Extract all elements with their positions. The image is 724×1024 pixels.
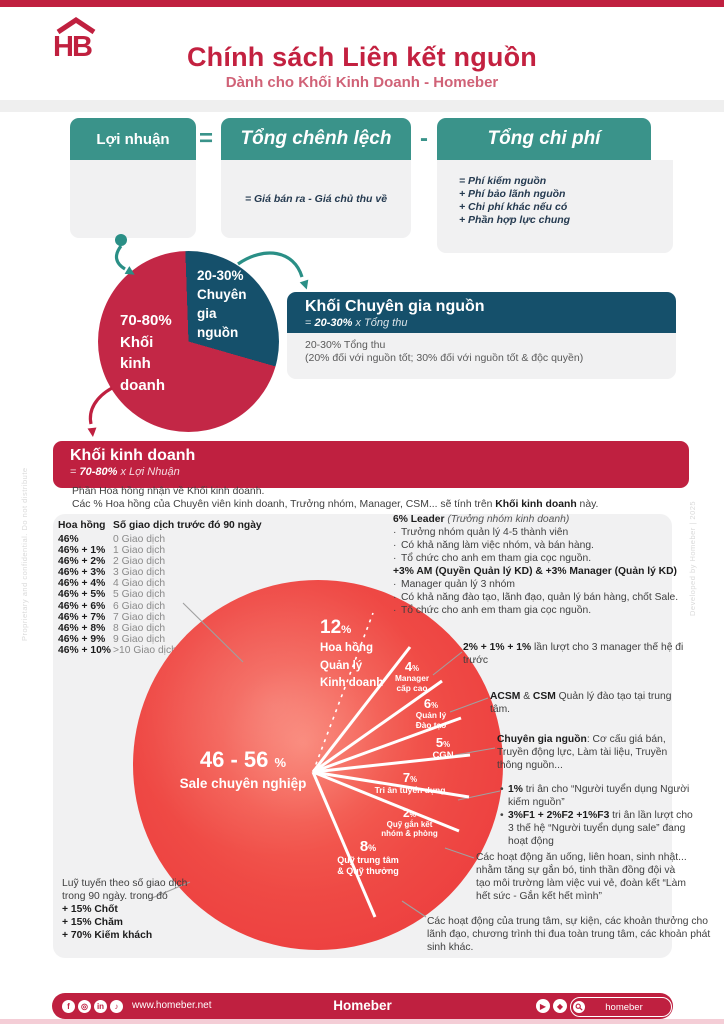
bottom-accent-strip xyxy=(0,1019,724,1024)
expert-box-formula: = 20-30% x Tổng thu xyxy=(305,317,408,329)
search-icon xyxy=(573,1001,585,1013)
tiktok-icon[interactable]: ♪ xyxy=(110,999,123,1013)
page-subtitle: Dành cho Khối Kinh Doanh - Homeber xyxy=(225,74,499,91)
facebook-icon[interactable]: f xyxy=(62,999,75,1013)
expert-box-body: 20-30% Tổng thu (20% đối với nguồn tốt; … xyxy=(287,333,676,379)
slice-label-main: 46 - 56 % Sale chuyên nghiệp xyxy=(179,747,307,791)
managers3-note-block: 2% + 1% + 1% lần lượt cho 3 manager thế … xyxy=(463,642,684,666)
expert-body-line1: 20-30% Tổng thu xyxy=(305,339,386,351)
website-url[interactable]: www.homeber.net xyxy=(132,1000,212,1011)
app-icon-2[interactable]: ◆ xyxy=(553,999,567,1013)
acsm-note-block: ACSM & CSM Quản lý đào tạo tại trung tâm… xyxy=(490,691,672,715)
bonding-note-block: Các hoạt động ăn uống, liên hoan, sinh n… xyxy=(476,852,687,902)
diff-formula-text: = Giá bán ra - Giá chủ thu về xyxy=(244,192,388,205)
footer-bar: f ◎ in ♪ www.homeber.net Homeber ▶ ◆ hom… xyxy=(52,993,673,1019)
arrow-pie-to-business-section xyxy=(88,386,113,425)
pie-expert-label: 20-30% Chuyên gia nguồn xyxy=(197,268,247,340)
col-header-commission: Hoa hồng xyxy=(58,520,106,531)
pie-business-label: 70-80% Khối kinh doanh xyxy=(120,312,172,394)
header-divider-band xyxy=(0,100,724,112)
slice-label-2: 2% Quỹ gắn kết nhóm & phòng xyxy=(381,806,438,838)
arrow-profit-to-pie xyxy=(114,245,126,271)
confidential-side-note: Proprietary and confidential. Do not dis… xyxy=(20,467,29,641)
table-row: 46% + 9% 9 Giao dịch xyxy=(58,633,166,645)
table-row: 46% + 6% 6 Giao dịch xyxy=(58,600,166,612)
profit-split-pie-chart xyxy=(98,251,279,432)
cost-box-body: = Phí kiếm nguồn + Phí bảo lãnh nguồn + … xyxy=(437,160,673,253)
business-desc-line1: Phần Hoa hồng nhận về Khối kinh doanh. xyxy=(72,486,265,497)
profit-box-header: Lợi nhuận xyxy=(70,118,196,160)
cost-box-header: Tổng chi phí xyxy=(437,118,651,160)
logo-text: HB xyxy=(53,31,92,62)
table-row: 46% 0 Giao dịch xyxy=(58,534,166,545)
minus-operator: - xyxy=(420,125,428,152)
recruiter-note-block: • 1% tri ân cho “Người tuyển dụng Người k… xyxy=(500,784,693,847)
page-title: Chính sách Liên kết nguồn xyxy=(186,42,537,72)
table-row: 46% + 7% 7 Giao dịch xyxy=(58,611,166,623)
cost-line: + Phần hợp lực chung xyxy=(459,214,571,226)
expert-body-line2: (20% đối với nguồn tốt; 30% đối với nguồ… xyxy=(305,352,584,364)
diff-box-header: Tổng chênh lệch xyxy=(221,118,411,160)
slice-label-8: 8% Quỹ trung tâm & Quỹ thưởng xyxy=(337,838,399,876)
col-header-deals: Số giao dịch trước đó 90 ngày xyxy=(113,520,262,531)
homeber-logo: HB xyxy=(53,16,96,62)
commission-table: Hoa hồng Số giao dịch trước đó 90 ngày 4… xyxy=(58,520,268,656)
table-row: 46% + 2% 2 Giao dịch xyxy=(58,556,166,568)
slice-label-6: 6% Quản lý Đào tạo xyxy=(415,696,447,730)
linkedin-icon[interactable]: in xyxy=(94,999,107,1013)
equals-operator: = xyxy=(199,125,214,152)
business-description: Phần Hoa hồng nhận về Khối kinh doanh. C… xyxy=(72,485,672,511)
table-header-row: Hoa hồng Số giao dịch trước đó 90 ngày xyxy=(58,520,268,531)
credit-side-note: Developed by Homeber | 2025 xyxy=(688,500,697,616)
slice-label-4: 4% Manager cấp cao xyxy=(394,659,430,693)
arrowhead-icon xyxy=(299,279,309,290)
table-row: 46% + 10% >10 Giao dịch xyxy=(58,644,177,656)
arrowhead-icon xyxy=(87,427,97,437)
logo-roof-icon xyxy=(56,16,96,35)
slice-label-5: 5% CGN xyxy=(432,735,454,761)
top-accent-bar xyxy=(0,0,724,7)
table-row: 46% + 5% 5 Giao dịch xyxy=(58,589,166,601)
progressive-note-block: Luỹ tuyến theo số giao dịch trong 90 ngà… xyxy=(62,878,188,941)
footer-brand: Homeber xyxy=(333,998,392,1013)
business-section-formula: = 70-80% x Lợi Nhuận xyxy=(70,466,180,478)
business-desc-line2: Các % Hoa hồng của Chuyên viên kinh doan… xyxy=(72,499,599,510)
cost-line: + Chi phí khác nếu có xyxy=(459,201,568,213)
cgn-note-block: Chuyên gia nguồn: Cơ cấu giá bán, Truyền… xyxy=(497,734,668,771)
expert-box-header: Khối Chuyên gia nguồn = 20-30% x Tổng th… xyxy=(287,292,676,339)
instagram-icon[interactable]: ◎ xyxy=(78,999,91,1013)
expert-box-title: Khối Chuyên gia nguồn xyxy=(305,298,485,315)
search-text: homeber xyxy=(605,1001,643,1013)
center-fund-note-block: Các hoạt động của trung tâm, sự kiện, cá… xyxy=(427,916,711,953)
table-row: 46% + 8% 8 Giao dịch xyxy=(58,622,166,634)
business-section-header: Khối kinh doanh = 70-80% x Lợi Nhuận xyxy=(53,441,689,488)
diff-box-body: = Giá bán ra - Giá chủ thu về xyxy=(221,160,411,238)
profit-box-body xyxy=(70,160,196,238)
slice-label-7: 7% Tri ân tuyển dụng xyxy=(374,770,446,795)
cost-line: + Phí bảo lãnh nguồn xyxy=(459,188,566,200)
leader-note-block: 6% Leader (Trưởng nhóm kinh doanh) · Trưở… xyxy=(393,514,679,616)
table-row: 46% + 4% 4 Giao dịch xyxy=(58,578,166,590)
table-row: 46% + 1% 1 Giao dịch xyxy=(58,545,166,557)
cost-line: = Phí kiếm nguồn xyxy=(459,175,547,187)
table-row: 46% + 3% 3 Giao dịch xyxy=(58,567,166,579)
search-pill[interactable]: homeber xyxy=(570,997,672,1017)
business-section-title: Khối kinh doanh xyxy=(70,447,196,464)
app-icon-1[interactable]: ▶ xyxy=(536,999,550,1013)
